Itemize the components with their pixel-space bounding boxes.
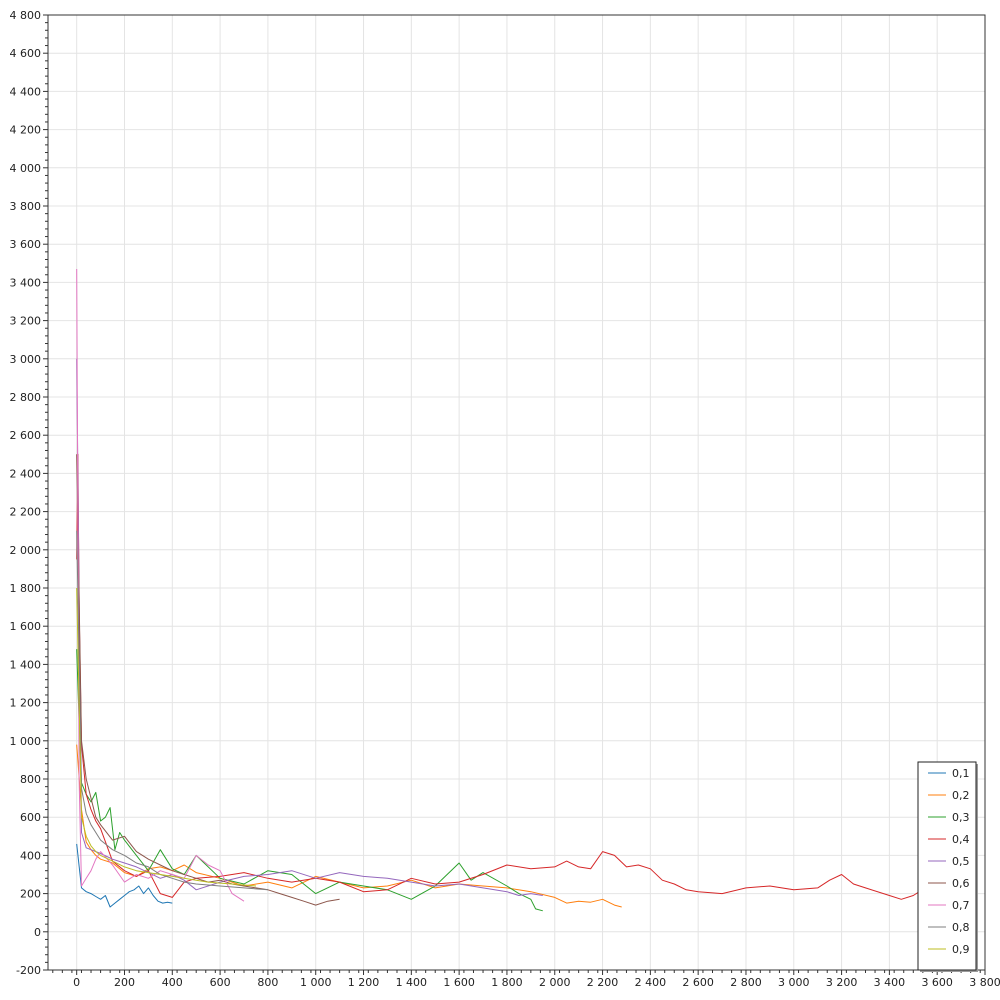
y-tick-label: 200 (20, 888, 41, 901)
y-tick-label: 4 200 (10, 124, 42, 137)
y-tick-label: 4 600 (10, 47, 42, 60)
legend-label: 0,5 (952, 855, 970, 868)
y-tick-label: 400 (20, 849, 41, 862)
x-tick-label: 2 000 (539, 976, 571, 989)
x-tick-label: 1 400 (396, 976, 428, 989)
series-line-0-1 (76, 843, 173, 908)
legend-label: 0,9 (952, 943, 970, 956)
x-tick-label: 3 400 (874, 976, 906, 989)
legend-label: 0,2 (952, 789, 970, 802)
y-tick-label: 1 400 (10, 658, 42, 671)
y-tick-label: 3 400 (10, 276, 42, 289)
legend-box (917, 761, 977, 971)
series-layer (76, 268, 974, 912)
y-tick-label: 2 000 (10, 544, 42, 557)
x-tick-label: 1 600 (443, 976, 475, 989)
y-tick-label: 4 400 (10, 85, 42, 98)
y-tick-label: 1 200 (10, 697, 42, 710)
series-line-0-7 (76, 268, 245, 902)
y-tick-label: 800 (20, 773, 41, 786)
y-tick-label: -200 (16, 964, 41, 977)
x-tick-label: 400 (162, 976, 183, 989)
series-line-0-4 (76, 453, 974, 900)
legend-label: 0,8 (952, 921, 970, 934)
series-line-0-5 (76, 358, 543, 896)
x-tick-label: 3 200 (826, 976, 858, 989)
y-tick-label: 3 000 (10, 353, 42, 366)
legend-label: 0,4 (952, 833, 970, 846)
x-tick-label: 1 200 (348, 976, 380, 989)
x-tick-label: 3 600 (921, 976, 953, 989)
legend-label: 0,7 (952, 899, 970, 912)
y-tick-label: 1 800 (10, 582, 42, 595)
x-tick-label: 600 (210, 976, 231, 989)
legend-label: 0,6 (952, 877, 970, 890)
y-tick-label: 1 600 (10, 620, 42, 633)
x-tick-label: 1 000 (300, 976, 332, 989)
y-tick-label: 3 200 (10, 315, 42, 328)
x-tick-label: 200 (114, 976, 135, 989)
x-tick-label: 800 (257, 976, 278, 989)
y-tick-label: 3 800 (10, 200, 42, 213)
series-line-0-9 (76, 587, 257, 887)
y-tick-label: 4 000 (10, 162, 42, 175)
series-line-0-2 (76, 744, 622, 908)
y-tick-label: 3 600 (10, 238, 42, 251)
y-tick-label: 2 600 (10, 429, 42, 442)
x-tick-label: 2 200 (587, 976, 619, 989)
y-tick-label: 4 800 (10, 9, 42, 22)
axes: 0 200 400 600 800 1 000 1 200 1 400 1 600 1 800 2 … (10, 9, 1000, 989)
y-tick-label: 0 (34, 926, 41, 939)
legend-label: 0,1 (952, 767, 970, 780)
series-line-0-8 (76, 530, 268, 891)
y-tick-label: 600 (20, 811, 41, 824)
grid-lines (48, 14, 986, 971)
plot-area-frame (47, 14, 986, 971)
y-tick-label: 2 400 (10, 467, 42, 480)
y-tick-label: 1 000 (10, 735, 42, 748)
x-tick-label: 2 600 (682, 976, 714, 989)
x-tick-label: 3 800 (969, 976, 1000, 989)
legend-label: 0,3 (952, 811, 970, 824)
x-tick-label: 1 800 (491, 976, 523, 989)
x-tick-label: 2 400 (635, 976, 667, 989)
x-tick-label: 2 800 (730, 976, 762, 989)
legend: 0,1 0,2 0,3 0,4 0,5 0,6 0,7 0,8 0,9 (917, 761, 978, 972)
series-line-0-6 (76, 454, 340, 906)
series-line-0-3 (76, 649, 543, 912)
x-tick-label: 3 000 (778, 976, 810, 989)
y-tick-label: 2 800 (10, 391, 42, 404)
x-tick-label: 0 (73, 976, 80, 989)
y-tick-label: 2 200 (10, 506, 42, 519)
